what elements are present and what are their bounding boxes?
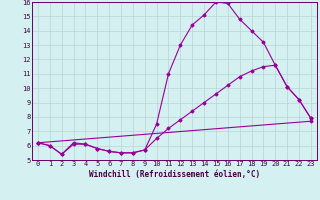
X-axis label: Windchill (Refroidissement éolien,°C): Windchill (Refroidissement éolien,°C) [89,170,260,179]
